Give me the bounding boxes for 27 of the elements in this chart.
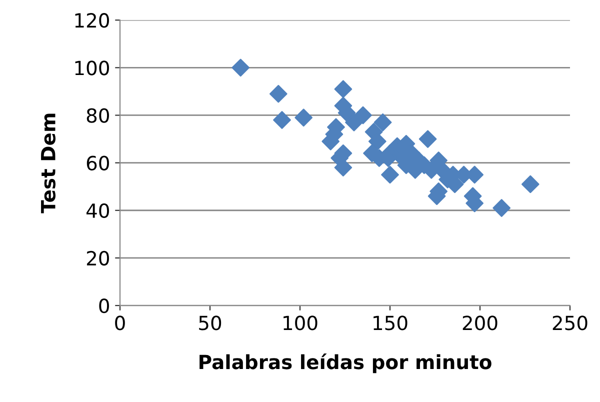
- x-tick-label: 150: [374, 316, 408, 330]
- point: [374, 113, 392, 132]
- y-tick-label: 80: [86, 108, 109, 123]
- y-tick-label: 0: [99, 298, 109, 314]
- point: [273, 111, 291, 129]
- point: [269, 84, 288, 103]
- point: [418, 130, 437, 148]
- point: [354, 106, 372, 124]
- y-tick-label: 60: [86, 156, 109, 170]
- point: [345, 113, 363, 132]
- x-axis-title: Palabras leídas por minuto: [200, 354, 492, 374]
- point: [334, 80, 352, 98]
- point: [381, 166, 399, 184]
- x-tick-label: 250: [552, 316, 588, 330]
- y-tick-label: 120: [75, 13, 109, 28]
- point: [232, 58, 250, 77]
- point: [521, 175, 540, 194]
- x-tick-label: 100: [284, 316, 318, 330]
- point: [492, 199, 511, 217]
- y-tick-label: 40: [86, 203, 109, 218]
- x-tick-label: 0: [115, 316, 125, 330]
- x-tick-label: 50: [199, 316, 222, 330]
- point: [294, 108, 313, 127]
- y-axis-title: Test Dem: [41, 114, 56, 214]
- x-tick-label: 200: [462, 316, 498, 330]
- y-tick-label: 20: [86, 250, 109, 266]
- y-tick-label: 100: [75, 60, 109, 76]
